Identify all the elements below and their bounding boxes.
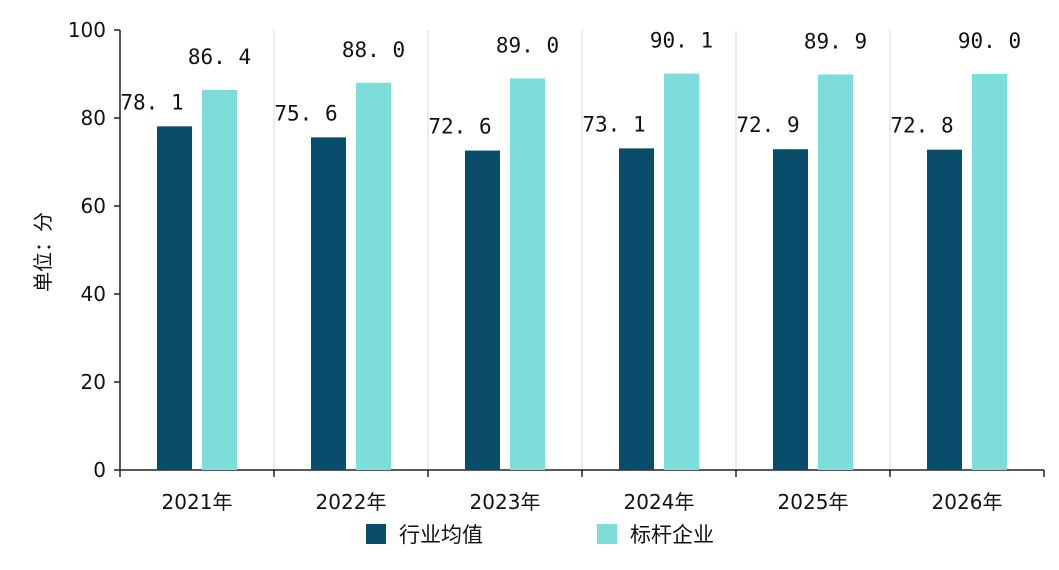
data-label: 89. 0 [496,33,559,57]
y-tick-label: 40 [81,282,106,306]
y-tick-label: 20 [81,370,106,394]
legend-swatch [597,524,617,544]
y-tick-label: 80 [81,106,106,130]
bar-industry-avg [311,137,346,471]
data-label: 73. 1 [582,112,645,136]
data-label: 86. 4 [188,45,251,69]
data-label: 72. 8 [890,114,953,138]
legend-label: 标杆企业 [630,523,714,547]
bar-benchmark [510,78,545,471]
data-label: 72. 9 [736,113,799,137]
data-label: 78. 1 [120,90,183,114]
bar-industry-avg [619,148,654,471]
bar-industry-avg [157,126,192,471]
x-tick-label: 2024年 [624,490,695,514]
legend-swatch [366,524,386,544]
x-tick-label: 2023年 [470,490,541,514]
data-label: 72. 6 [428,115,491,139]
bar-industry-avg [773,149,808,471]
data-label: 90. 0 [958,29,1021,53]
bar-industry-avg [465,150,500,470]
data-label: 90. 1 [650,29,713,53]
y-tick-label: 60 [81,194,106,218]
y-tick-label: 0 [93,458,106,482]
x-tick-label: 2021年 [162,490,233,514]
x-tick-label: 2022年 [316,490,387,514]
data-label: 75. 6 [274,101,337,125]
data-label: 89. 9 [804,29,867,53]
bar-industry-avg [927,149,962,470]
y-tick-label: 100 [68,18,106,42]
legend-label: 行业均值 [399,523,483,547]
x-tick-label: 2026年 [932,490,1003,514]
bar-benchmark [664,73,699,470]
bar-benchmark [972,74,1007,470]
bar-benchmark [356,82,391,471]
y-axis-label: 单位：分 [31,212,55,292]
data-label: 88. 0 [342,38,405,62]
plot-area: 0 20 40 60 80 100 78. 186. 4 2021年 75. 6 88. 0 202… [68,18,1045,514]
bar-benchmark [202,89,237,470]
bar-benchmark [818,74,853,470]
legend: 行业均值 标杆企业 [366,523,714,547]
x-tick-label: 2025年 [778,490,849,514]
